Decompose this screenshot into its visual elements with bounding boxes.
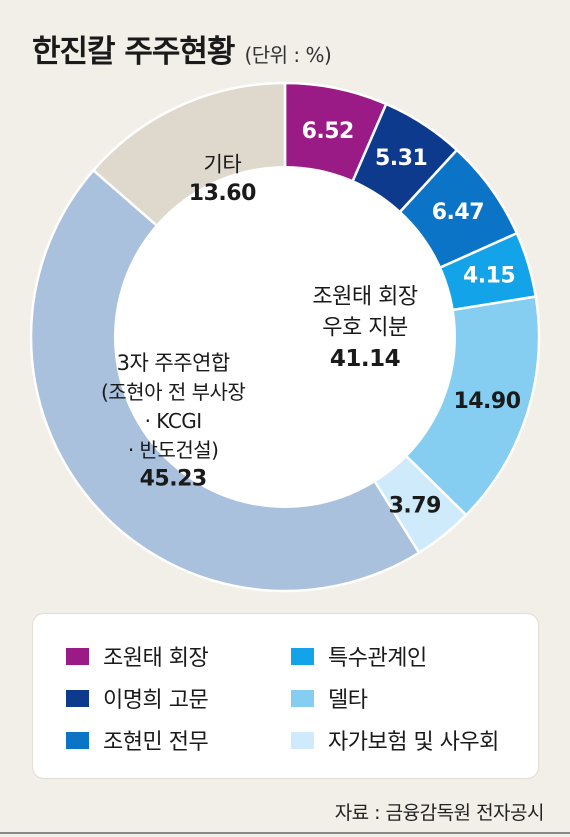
slice-value-delta: 14.90 [453, 389, 520, 414]
slice-value-related: 4.15 [463, 264, 515, 289]
legend-swatch-insurance [291, 731, 314, 749]
slice-name-alliance-1: (조현아 전 부사장 [101, 380, 245, 404]
legend-label-executive: 조현민 전무 [103, 730, 209, 755]
chart-unit: (단위 : %) [244, 43, 332, 67]
inner-group-value: 41.14 [330, 346, 400, 372]
source-note: 자료 : 금융감독원 전자공시 [334, 802, 545, 824]
slice-name-others-0: 기타 [204, 152, 242, 176]
slice-value-chairman: 6.52 [302, 119, 354, 144]
chart-header: 한진칼 주주현황 (단위 : %) [32, 26, 332, 71]
slice-value-insurance: 3.79 [389, 493, 441, 518]
legend-label-insurance: 자가보험 및 사우회 [328, 730, 499, 755]
legend-swatch-chairman [66, 647, 89, 665]
legend-item-insurance: 자가보험 및 사우회 [291, 724, 499, 756]
legend-item-chairman: 조원태 회장 [66, 640, 209, 672]
legend-item-related: 특수관계인 [291, 640, 427, 672]
legend-swatch-advisor [66, 689, 89, 707]
slice-name-alliance-0: 3자 주주연합 [117, 351, 230, 375]
legend-swatch-delta [291, 689, 314, 707]
legend-label-chairman: 조원태 회장 [103, 646, 209, 671]
pie-inner-circle [114, 166, 456, 508]
inner-group-label-0: 조원태 회장 [312, 285, 417, 310]
chart-title: 한진칼 주주현황 [32, 34, 235, 70]
inner-group-label-1: 우호 지분 [322, 316, 408, 341]
legend-item-delta: 델타 [291, 682, 368, 714]
legend-item-advisor: 이명희 고문 [66, 682, 209, 714]
legend-label-delta: 델타 [328, 688, 368, 713]
legend: 조원태 회장 특수관계인 이명희 고문 델타 조현민 전무 자가보험 및 사우회 [32, 613, 539, 779]
pie-chart: 6.52 5.31 6.47 4.15 14.90 3.79 3자 주주연합 (조현아 전 부… [29, 81, 541, 593]
legend-label-related: 특수관계인 [328, 646, 427, 671]
slice-name-alliance-3: · 반도건설) [128, 438, 219, 462]
slice-value-others: 13.60 [189, 181, 256, 206]
bottom-divider [0, 832, 570, 834]
slice-name-alliance-2: · KCGI [145, 409, 202, 433]
legend-label-advisor: 이명희 고문 [103, 688, 209, 713]
slice-value-advisor: 5.31 [375, 146, 427, 171]
slice-value-alliance: 45.23 [140, 467, 207, 492]
legend-swatch-related [291, 647, 314, 665]
legend-swatch-executive [66, 731, 89, 749]
slice-value-executive: 6.47 [432, 200, 484, 225]
legend-item-executive: 조현민 전무 [66, 724, 209, 756]
